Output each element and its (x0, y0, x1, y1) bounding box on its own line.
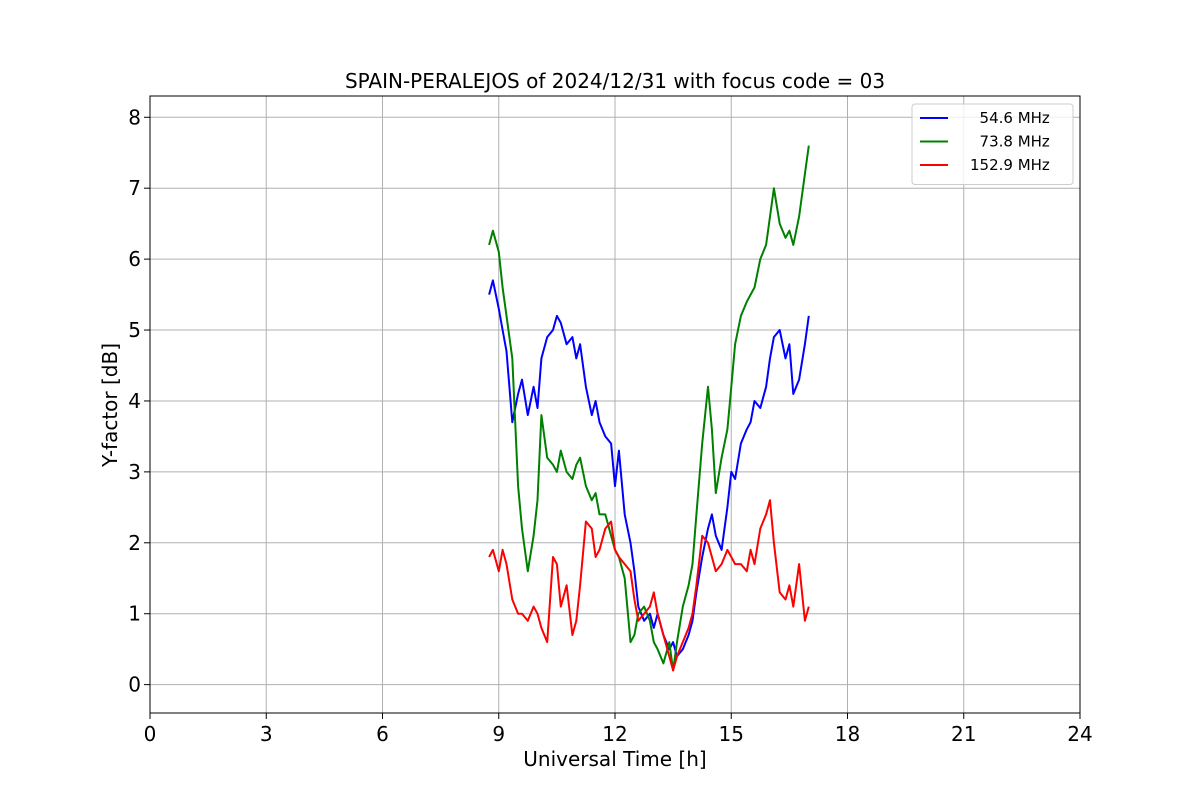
x-tick-label: 24 (1067, 722, 1092, 746)
legend-box (911, 103, 1074, 185)
y-tick-label: 4 (128, 389, 141, 413)
y-tick-label: 8 (128, 105, 141, 129)
legend: 54.6 MHz 73.8 MHz 152.9 MHz (911, 103, 1074, 185)
x-tick-label: 15 (719, 722, 744, 746)
x-tick-label: 9 (492, 722, 505, 746)
y-tick-label: 5 (128, 318, 141, 342)
legend-label-0: 54.6 MHz (970, 109, 1050, 127)
x-tick-label: 18 (835, 722, 860, 746)
x-tick-label: 12 (602, 722, 627, 746)
y-tick-label: 7 (128, 176, 141, 200)
x-tick-label: 0 (144, 722, 157, 746)
legend-label-2: 152.9 MHz (970, 156, 1050, 174)
series-line-0 (488, 279, 810, 658)
x-tick-label: 6 (376, 722, 389, 746)
y-tick-label: 2 (128, 531, 141, 555)
legend-label-1: 73.8 MHz (970, 133, 1050, 151)
series-line-2 (488, 499, 810, 672)
y-tick-label: 3 (128, 460, 141, 484)
x-axis-label: Universal Time [h] (523, 747, 706, 771)
series-lines (488, 145, 810, 672)
x-tick-label: 21 (951, 722, 976, 746)
y-tick-label: 6 (128, 247, 141, 271)
y-axis-label: Y-factor [dB] (98, 343, 122, 468)
x-tick-label: 3 (260, 722, 273, 746)
y-tick-label: 1 (128, 602, 141, 626)
series-line-1 (488, 145, 810, 672)
y-tick-label: 0 (128, 673, 141, 697)
chart-title: SPAIN-PERALEJOS of 2024/12/31 with focus… (345, 69, 885, 93)
